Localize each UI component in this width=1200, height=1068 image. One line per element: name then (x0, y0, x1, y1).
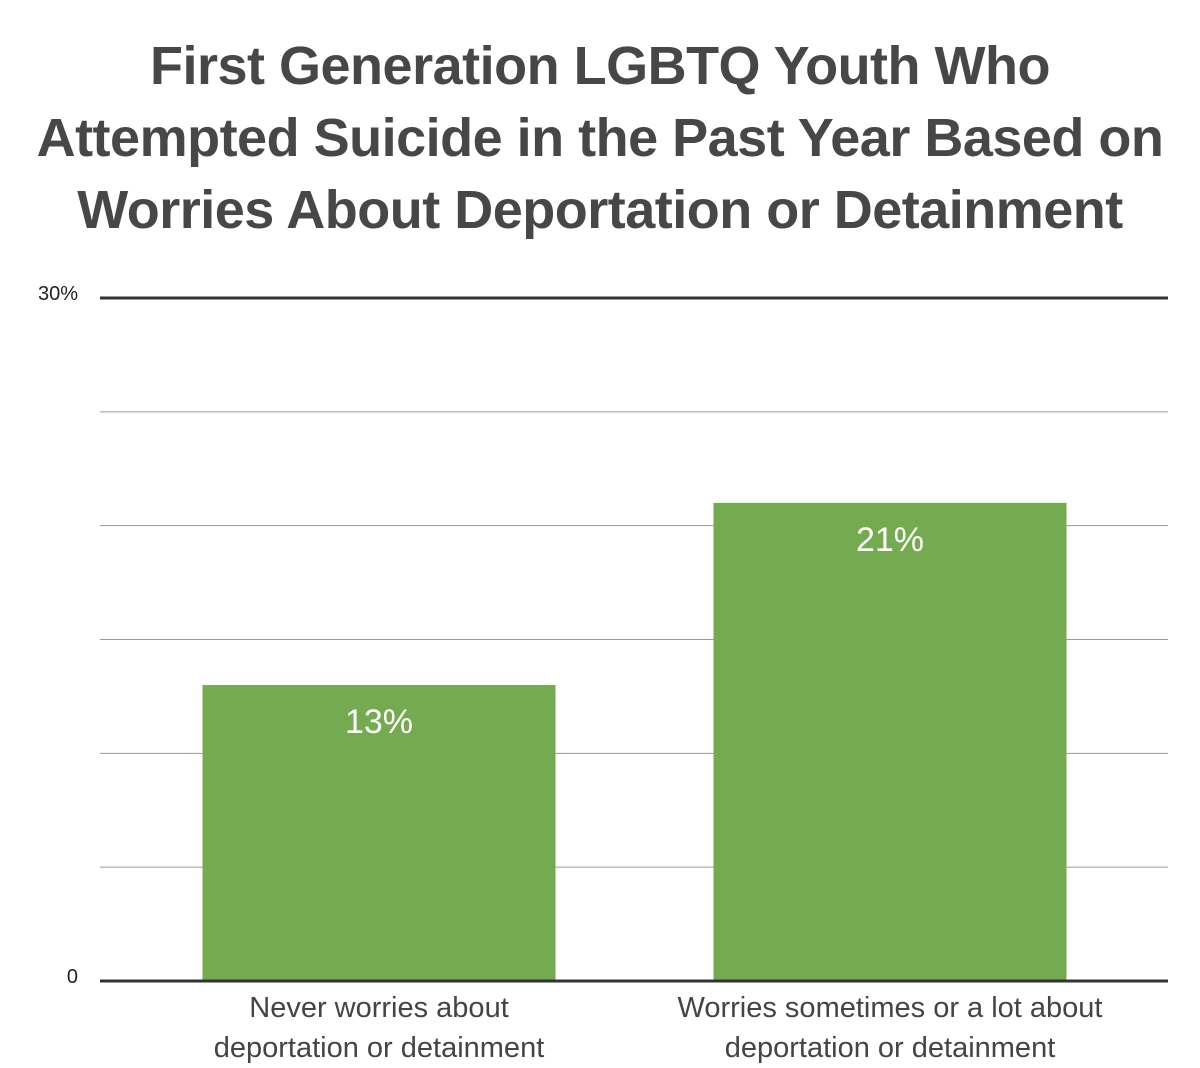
x-category-label: deportation or detainment (214, 1032, 545, 1064)
chart-title-line-3: Worries About Deportation or Detainment (77, 180, 1123, 240)
bar-data-label: 13% (345, 703, 413, 741)
bar (202, 685, 556, 981)
chart-title: First Generation LGBTQ Youth Who Attempt… (0, 30, 1200, 246)
chart-title-line-2: Attempted Suicide in the Past Year Based… (36, 108, 1164, 168)
x-category-label: Never worries about (249, 992, 509, 1024)
y-tick-label: 0 (67, 966, 78, 988)
y-tick-label: 30% (38, 283, 78, 305)
bar-data-label: 21% (856, 521, 924, 559)
bar (713, 502, 1067, 981)
chart-title-line-1: First Generation LGBTQ Youth Who (150, 36, 1050, 96)
x-category-label: Worries sometimes or a lot about (678, 992, 1103, 1024)
x-category-label: deportation or detainment (725, 1032, 1056, 1064)
